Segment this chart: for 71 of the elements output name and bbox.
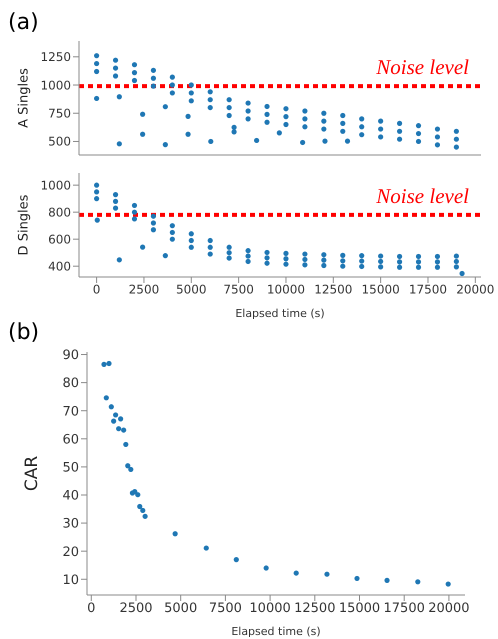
y-tick-label: 1000 [40,178,71,192]
y-axis-title: CAR [22,456,42,492]
y-tick-label: 10 [62,572,79,588]
y-tick-label: 20 [62,544,79,560]
ref-line-label: Noise level [375,184,470,208]
y-tick-label: 600 [48,232,71,246]
y-tick-label: 1250 [40,50,71,64]
point [108,404,114,410]
chart-title: (b) [8,319,40,347]
point [128,466,134,472]
x-tick-label: 0 [87,601,96,616]
x-tick-label: 20000 [456,282,494,297]
point [264,565,269,571]
point [140,508,146,514]
point [118,416,124,422]
x-tick-label: 5000 [164,601,198,616]
x-tick-label: 0 [92,282,100,297]
chart-title: (a) [8,9,40,37]
x-tick-label: 10000 [266,282,306,297]
point [137,504,142,510]
point [104,395,109,400]
point [101,362,107,367]
point [384,578,390,583]
y-tick-label: 90 [62,348,79,364]
x-tick-label: 15000 [362,282,400,297]
y-tick-label: 80 [62,376,79,392]
y-axis-title: D Singles [16,194,32,256]
y-tick-label: 400 [48,259,71,274]
x-tick-label: 17500 [408,282,448,297]
y-tick-label: 800 [48,205,71,220]
point [116,426,122,432]
x-tick-label: 10000 [249,601,291,616]
x-tick-label: 2500 [119,601,153,616]
x-tick-label: 7500 [208,601,242,616]
point [294,570,299,576]
x-axis-title: Elapsed time (s) [235,307,325,320]
point [142,514,148,519]
x-tick-label: 12500 [314,282,352,297]
point [121,427,126,433]
y-tick-label: 40 [62,488,79,504]
point [132,489,138,494]
y-tick-label: 70 [62,404,79,420]
y-tick-label: 30 [62,516,79,532]
x-tick-label: 17500 [384,601,425,616]
y-tick-label: 1000 [40,78,71,92]
x-tick-label: 2500 [128,282,160,297]
point [204,545,209,551]
x-tick-label: 20000 [428,601,470,616]
point [111,418,116,424]
x-tick-label: 5000 [176,282,207,297]
x-tick-label: 15000 [338,601,380,616]
x-axis-title: Elapsed time (s) [231,625,321,638]
point [172,531,178,536]
ref-line-label: Noise level [375,55,470,80]
point [324,572,330,577]
y-tick-label: 500 [48,134,71,149]
y-tick-label: 50 [62,460,79,476]
point [125,463,130,468]
y-tick-label: 60 [62,432,79,448]
point [234,557,239,562]
point [113,412,118,418]
point [354,576,360,582]
y-tick-label: 750 [48,106,71,120]
point [415,579,420,584]
x-tick-label: 12500 [294,601,336,616]
y-axis-title: A Singles [16,68,32,128]
point [106,360,112,366]
point [446,581,451,587]
point [135,492,140,498]
point [123,442,128,448]
x-tick-label: 7500 [223,282,254,297]
